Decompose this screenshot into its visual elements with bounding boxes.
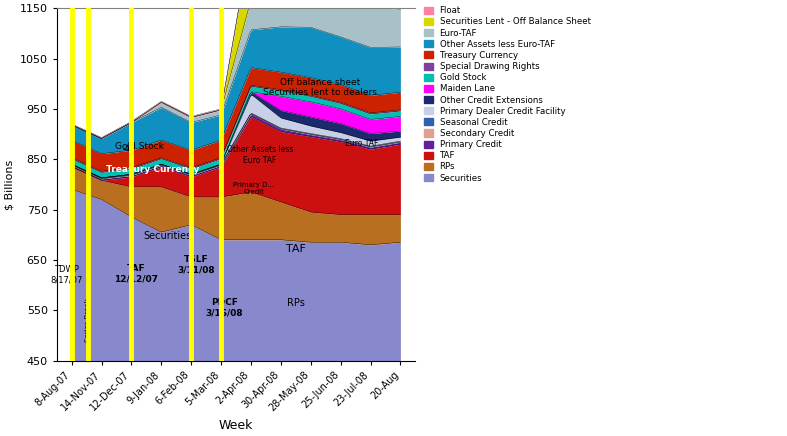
Text: TAF: TAF — [286, 244, 305, 254]
Text: Securities: Securities — [143, 231, 191, 241]
X-axis label: Week: Week — [219, 419, 253, 432]
Text: Off balance sheet
Securities lent to dealers: Off balance sheet Securities lent to dea… — [263, 78, 377, 97]
Text: TDWP
8/17/07: TDWP 8/17/07 — [50, 265, 83, 285]
Text: Gold Stock: Gold Stock — [115, 142, 164, 150]
Text: Series Break: Series Break — [85, 298, 91, 342]
Text: RPs: RPs — [287, 298, 305, 308]
Text: Treasury Currency: Treasury Currency — [105, 165, 199, 174]
Text: Other Assets less
Euro TAF: Other Assets less Euro TAF — [227, 146, 293, 165]
Legend: Float, Securities Lent - Off Balance Sheet, Euro-TAF, Other Assets less Euro-TAF: Float, Securities Lent - Off Balance She… — [423, 5, 592, 184]
Text: PDCF
3/16/08: PDCF 3/16/08 — [205, 298, 243, 317]
Text: TAF
12/12/07: TAF 12/12/07 — [114, 264, 158, 284]
Text: Primary D...
Credit: Primary D... Credit — [234, 182, 275, 195]
Text: Euro TAF: Euro TAF — [345, 139, 379, 148]
Y-axis label: $ Billions: $ Billions — [4, 159, 14, 210]
Text: TSLF
3/11/08: TSLF 3/11/08 — [177, 255, 215, 275]
